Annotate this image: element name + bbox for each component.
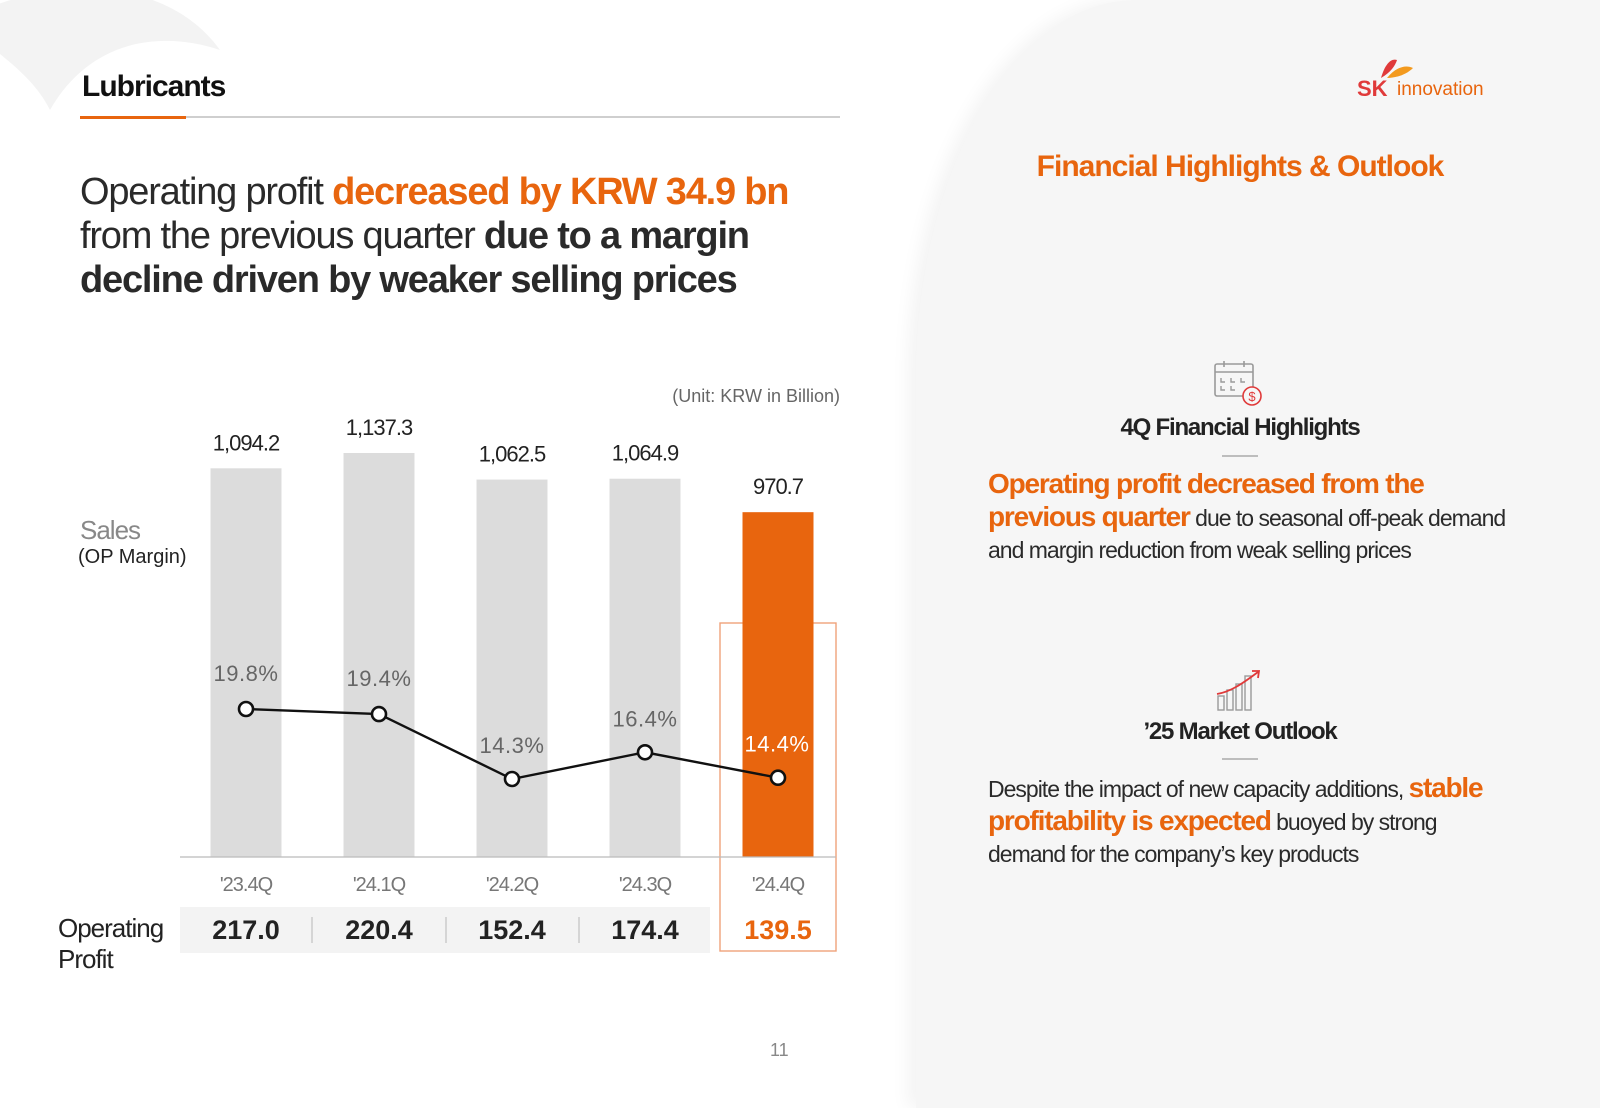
growth-chart-icon <box>1216 670 1261 711</box>
highlights-highlight: Operating profit decreased from the prev… <box>988 468 1425 532</box>
title-rule <box>80 116 840 118</box>
sales-value-label: 1,137.3 <box>346 415 413 440</box>
outlook-text1: Despite the impact of new capacity addit… <box>988 776 1409 802</box>
op-margin-label: 19.4% <box>347 666 412 691</box>
headline: Operating profit decreased by KRW 34.9 b… <box>80 170 880 302</box>
outlook-body: Despite the impact of new capacity addit… <box>988 772 1508 870</box>
operating-profit-value: 217.0 <box>212 915 280 945</box>
highlights-text: due to seasonal off-peak demand and marg… <box>988 505 1506 563</box>
sales-bar <box>343 453 415 857</box>
outlook-highlight: stable profitability is expected <box>988 772 1484 836</box>
category-label: '24.1Q <box>353 874 406 896</box>
op-margin-point <box>237 700 255 718</box>
calendar-dollar-icon: $ <box>1214 361 1262 406</box>
sales-bar <box>476 479 548 857</box>
highlights-rule <box>1222 455 1258 457</box>
sales-chart: 1,094.2 1,137.3 1,062.5 1,064.9 970.7 19.8% 19… <box>180 415 837 953</box>
op-margin-point <box>370 705 388 723</box>
op-margin-point <box>769 769 787 787</box>
highlights-heading: 4Q Financial Highlights <box>1120 414 1360 441</box>
outlook-text2: buoyed by strong demand for the company’… <box>988 809 1438 867</box>
outlook-rule <box>1222 758 1258 760</box>
operating-profit-row <box>180 907 710 953</box>
op-margin-label: 16.4% <box>613 706 678 731</box>
outlook-heading: ’25 Market Outlook <box>1143 718 1337 745</box>
sales-value-label: 1,064.9 <box>612 441 679 466</box>
sales-value-label: 1,062.5 <box>479 442 546 467</box>
op-margin-label: 14.3% <box>480 733 545 758</box>
sk-innovation-logo: SK innovation <box>1357 56 1497 106</box>
decorative-shape <box>0 0 220 110</box>
headline-part3: from the previous quarter <box>80 215 484 257</box>
panel-title: Financial Highlights & Outlook <box>1036 150 1445 183</box>
op-margin-label: 14.4% <box>745 732 810 757</box>
operating-profit-value: 220.4 <box>345 915 413 945</box>
unit-label: (Unit: KRW in Billion) <box>672 386 840 406</box>
section-title: Lubricants <box>82 70 226 103</box>
operating-profit-label: Operating Profit <box>58 913 188 975</box>
sales-value-label: 1,094.2 <box>213 430 280 455</box>
sales-bar <box>210 468 282 857</box>
sales-label: Sales <box>80 515 141 545</box>
title-rule-accent <box>80 116 186 119</box>
headline-bold: due to a margin decline driven by weaker… <box>80 215 750 301</box>
category-label: '23.4Q <box>220 874 273 896</box>
op-margin-label: (OP Margin) <box>78 546 187 568</box>
sales-value-label: 970.7 <box>753 474 804 499</box>
highlights-body: Operating profit decreased from the prev… <box>988 468 1508 566</box>
op-margin-label: 19.8% <box>214 661 279 686</box>
operating-profit-value: 139.5 <box>744 915 812 945</box>
butterfly-icon <box>1381 59 1413 78</box>
right-panel <box>916 0 1600 1108</box>
sales-bar <box>609 478 681 857</box>
category-label: '24.2Q <box>486 874 539 896</box>
operating-profit-value: 174.4 <box>611 915 679 945</box>
category-label: '24.4Q <box>752 874 805 896</box>
sales-bar <box>742 512 814 857</box>
operating-profit-value: 152.4 <box>478 915 546 945</box>
page-number: 11 <box>770 1040 789 1060</box>
op-margin-point <box>636 743 654 761</box>
operating-profit-label-text: Operating Profit <box>58 913 164 974</box>
headline-highlight: decreased by KRW 34.9 bn <box>332 171 789 213</box>
logo-sk: SK <box>1357 76 1388 101</box>
op-margin-point <box>503 770 521 788</box>
svg-text:$: $ <box>1248 389 1256 404</box>
category-label: '24.3Q <box>619 874 672 896</box>
headline-part1: Operating profit <box>80 171 333 213</box>
logo-innovation: innovation <box>1397 79 1484 100</box>
